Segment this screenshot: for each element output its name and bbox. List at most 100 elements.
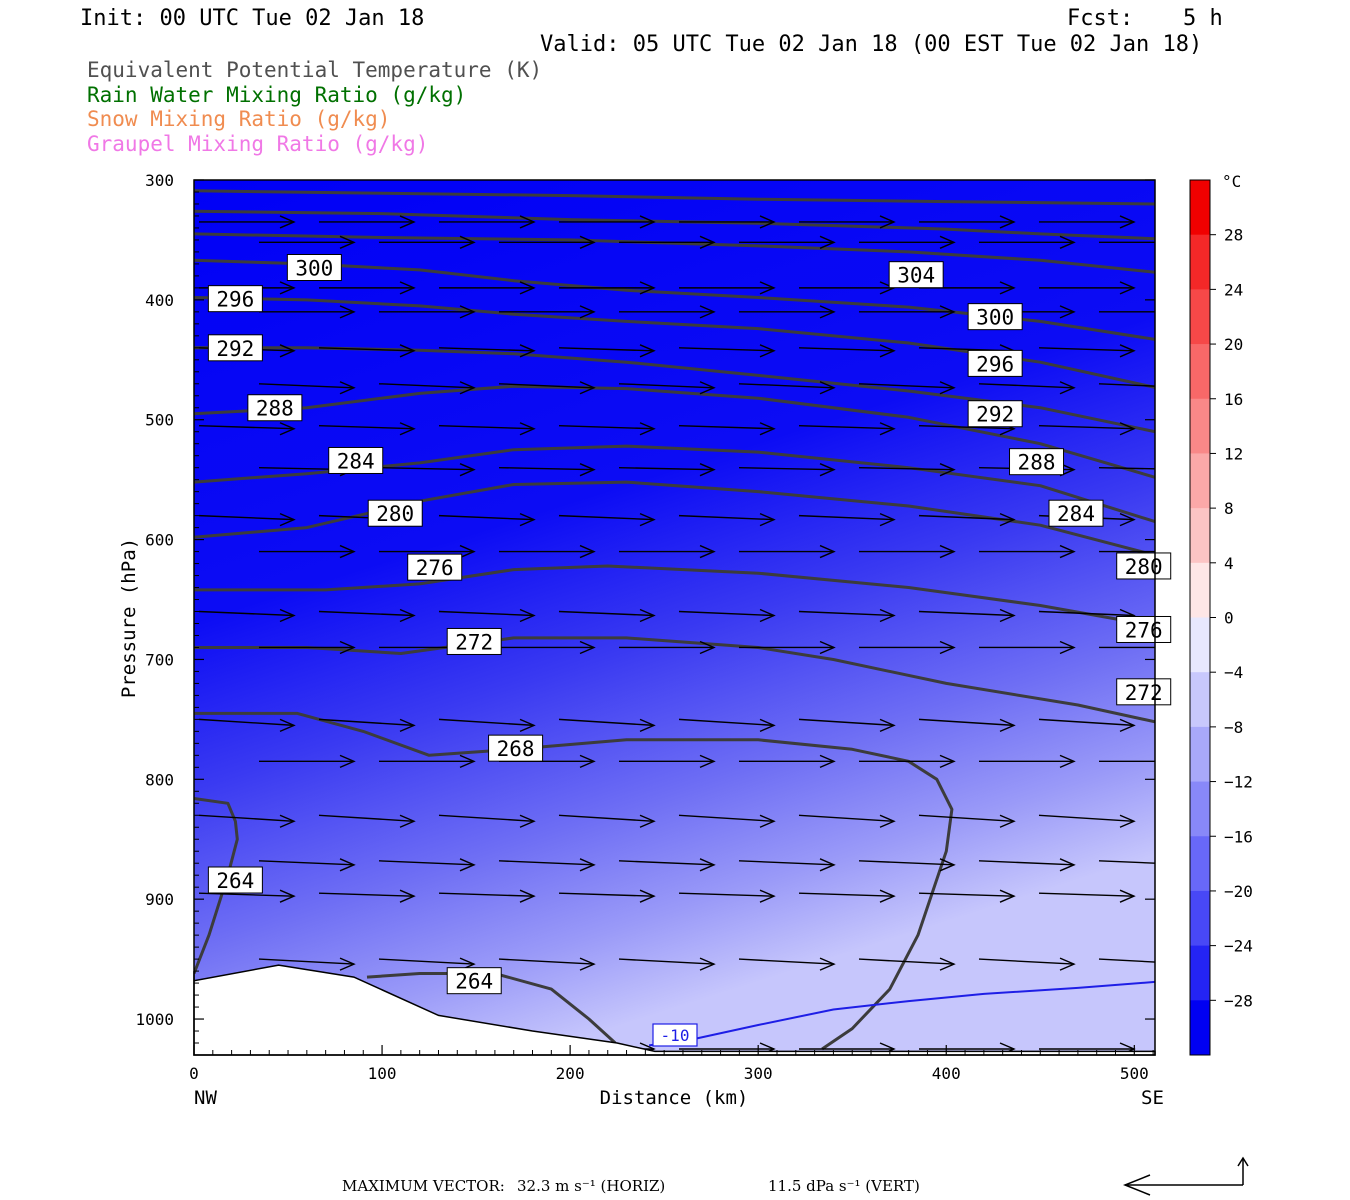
wind-vector-head xyxy=(819,858,836,872)
wind-vector xyxy=(678,718,775,727)
wind-vector-head xyxy=(519,889,536,903)
wind-vector-head xyxy=(1119,889,1136,903)
wind-vector xyxy=(1098,958,1155,963)
wind-vector xyxy=(198,425,295,430)
wind-vector-head xyxy=(339,640,356,655)
colorbar-label: 4 xyxy=(1224,554,1234,573)
wind-vector-head xyxy=(459,544,476,559)
wind-vector xyxy=(918,514,1015,521)
x-left-direction: NW xyxy=(194,1087,217,1109)
contour-label: 272 xyxy=(455,630,493,654)
wind-vector-head xyxy=(279,889,296,903)
wind-vector-head xyxy=(1059,235,1076,249)
wind-vector-head xyxy=(819,305,836,319)
y-tick-label: 600 xyxy=(145,531,174,550)
wind-vector xyxy=(678,425,775,430)
max-vector-label: MAXIMUM VECTOR: xyxy=(342,1177,505,1195)
colorbar-swatch xyxy=(1190,453,1210,509)
plot-frame xyxy=(193,179,1156,1056)
wind-vector-head xyxy=(939,957,956,971)
wind-vector-head xyxy=(939,235,956,249)
wind-vector xyxy=(438,814,535,822)
wind-vector xyxy=(618,383,715,389)
wind-vector-head xyxy=(1059,640,1076,655)
wind-vector xyxy=(738,958,835,965)
x-tick-label: 0 xyxy=(189,1064,199,1083)
contour-label-box xyxy=(1116,552,1172,580)
colorbar-label: −16 xyxy=(1224,827,1253,846)
wind-vector xyxy=(378,383,475,389)
wind-vector xyxy=(558,814,655,822)
y-tick-label: 1000 xyxy=(135,1010,174,1029)
wind-vector-head xyxy=(999,718,1016,733)
contour-label-box xyxy=(488,734,544,762)
wind-vector-head xyxy=(519,512,536,527)
wind-vector xyxy=(1038,347,1135,352)
wind-vector-head xyxy=(759,215,776,229)
wind-vector-head xyxy=(1059,381,1076,395)
contour-label-box xyxy=(446,627,502,655)
wind-vector-head xyxy=(879,512,896,527)
wind-vector-head xyxy=(279,512,296,527)
max-vector-vert: 11.5 dPa s⁻¹ (VERT) xyxy=(768,1177,920,1195)
contour-label-box xyxy=(207,285,263,313)
wind-vector-head xyxy=(399,608,416,623)
colorbar-unit: °C xyxy=(1222,172,1241,191)
wind-vector xyxy=(438,347,535,352)
wind-vector-head xyxy=(459,463,476,477)
wind-vector-head xyxy=(519,718,536,733)
wind-vector-head xyxy=(279,608,296,623)
wind-vector xyxy=(1038,718,1135,727)
wind-vector xyxy=(738,860,835,866)
wind-vector-head xyxy=(639,718,656,733)
wind-vector xyxy=(1038,892,1135,897)
x-tick-label: 200 xyxy=(556,1064,585,1083)
wind-vector-head xyxy=(639,512,656,527)
legend-rain: Rain Water Mixing Ratio (g/kg) xyxy=(87,83,466,107)
wind-vector xyxy=(678,814,775,822)
colorbar-swatch xyxy=(1190,672,1210,728)
wind-vector xyxy=(498,860,595,866)
wind-vector xyxy=(558,425,655,430)
wind-vector xyxy=(858,860,955,866)
contour-label-box xyxy=(888,261,944,289)
colorbar-swatch xyxy=(1190,1000,1210,1056)
wind-vector xyxy=(258,958,355,965)
isotherm-minus-10 xyxy=(648,980,1156,1047)
contour-label: 292 xyxy=(976,403,1014,427)
wind-vector-head xyxy=(879,215,896,229)
colorbar-label: 16 xyxy=(1224,390,1243,409)
contour-label-box xyxy=(446,967,502,995)
wind-vector-head xyxy=(399,344,416,358)
contour-label: 296 xyxy=(976,352,1014,376)
theta-e-contour-276 xyxy=(194,564,1155,628)
wind-vector-head xyxy=(339,381,356,395)
y-tick-label: 900 xyxy=(145,890,174,909)
wind-vector-head xyxy=(279,281,296,295)
y-tick-label: 700 xyxy=(145,650,174,669)
wind-vector-head xyxy=(519,422,536,436)
wind-vector xyxy=(438,514,535,521)
colorbar-swatch xyxy=(1190,890,1210,947)
wind-vector-head xyxy=(819,235,836,249)
colorbar-swatch xyxy=(1190,289,1210,345)
wind-vector-head xyxy=(399,281,416,295)
contour-label: 284 xyxy=(337,449,375,473)
contour-label: 276 xyxy=(1125,618,1163,642)
contour-label: 288 xyxy=(256,397,294,421)
x-tick-label: 300 xyxy=(744,1064,773,1083)
theta-e-contour-308 xyxy=(194,209,1155,241)
wind-vector-head xyxy=(639,814,656,828)
colorbar-swatch xyxy=(1190,234,1210,290)
y-tick-label: 800 xyxy=(145,770,174,789)
wind-vector-head xyxy=(519,281,536,295)
wind-vector xyxy=(678,347,775,352)
valid-time: Valid: 05 UTC Tue 02 Jan 18 (00 EST Tue … xyxy=(540,32,1202,57)
wind-vector-head xyxy=(519,814,536,828)
wind-vector-head xyxy=(339,305,356,319)
wind-vector-head xyxy=(1059,544,1076,559)
wind-vector-head xyxy=(339,754,356,768)
wind-vector-head xyxy=(699,957,716,971)
contour-label-box xyxy=(1116,678,1172,706)
